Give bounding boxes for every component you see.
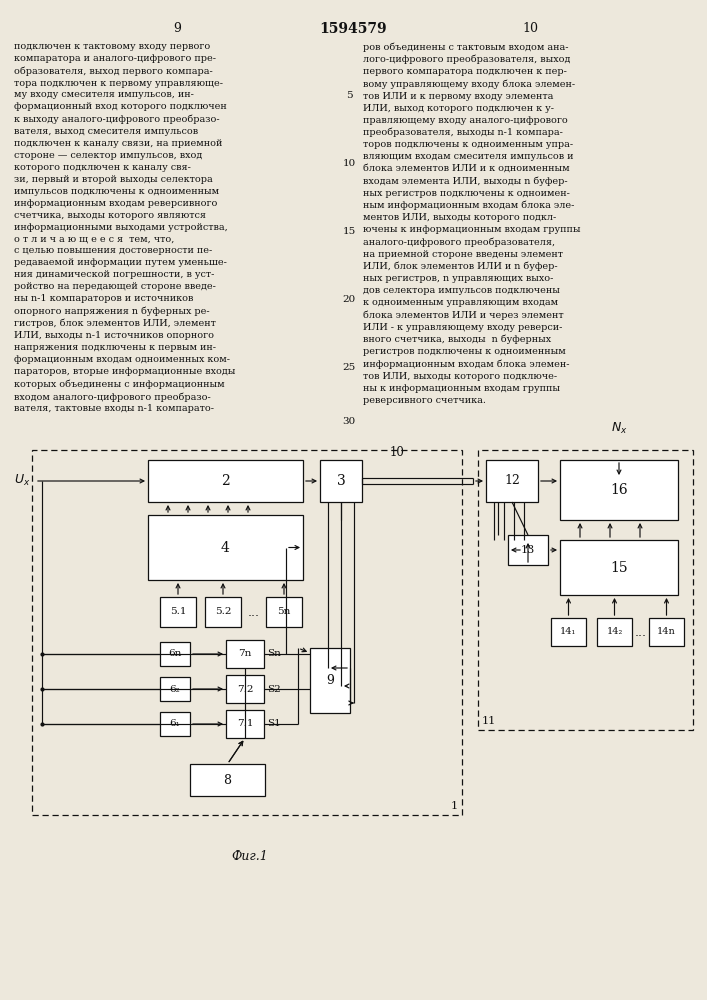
Text: 6₁: 6₁ xyxy=(170,720,180,728)
Bar xyxy=(32,450,462,815)
Text: 13: 13 xyxy=(521,545,535,555)
Text: ...: ... xyxy=(247,605,259,618)
Text: $N_x$: $N_x$ xyxy=(611,421,627,436)
Text: 14₂: 14₂ xyxy=(607,628,623,637)
Bar xyxy=(160,642,190,666)
Bar xyxy=(226,710,264,738)
Text: 9: 9 xyxy=(173,22,181,35)
Text: ...: ... xyxy=(634,626,646,639)
Text: 10: 10 xyxy=(342,158,356,167)
Text: Фиг.1: Фиг.1 xyxy=(232,850,269,863)
Text: ров объединены с тактовым входом ана-
лого-цифрового преобразователя, выход
перв: ров объединены с тактовым входом ана- ло… xyxy=(363,42,580,405)
Bar xyxy=(160,677,190,701)
Text: 10: 10 xyxy=(390,446,405,460)
Text: 1594579: 1594579 xyxy=(319,22,387,36)
Text: 5.1: 5.1 xyxy=(170,607,186,616)
Text: 2: 2 xyxy=(221,474,230,488)
Bar xyxy=(190,764,265,796)
Bar xyxy=(226,640,264,668)
Text: 7.2: 7.2 xyxy=(237,684,253,694)
Text: 10: 10 xyxy=(522,22,538,35)
Text: 5n: 5n xyxy=(277,607,291,616)
Bar xyxy=(160,712,190,736)
Text: 14₁: 14₁ xyxy=(561,628,577,637)
Text: 5.2: 5.2 xyxy=(215,607,231,616)
Bar xyxy=(226,675,264,703)
Text: $U_x$: $U_x$ xyxy=(13,472,30,488)
Text: 14n: 14n xyxy=(657,628,676,637)
Text: 12: 12 xyxy=(504,475,520,488)
Text: 16: 16 xyxy=(610,483,628,497)
Text: S1: S1 xyxy=(267,720,281,728)
Text: 4: 4 xyxy=(221,540,230,554)
Text: 25: 25 xyxy=(342,363,356,372)
Bar xyxy=(205,597,241,627)
Text: 1: 1 xyxy=(451,801,458,811)
Bar xyxy=(560,460,678,520)
Bar xyxy=(160,597,196,627)
Bar xyxy=(310,648,350,713)
Bar xyxy=(649,618,684,646)
Text: 30: 30 xyxy=(342,416,356,426)
Text: 11: 11 xyxy=(482,716,496,726)
Text: 15: 15 xyxy=(342,228,356,236)
Text: 3: 3 xyxy=(337,474,346,488)
Bar xyxy=(486,460,538,502)
Text: 15: 15 xyxy=(610,560,628,574)
Bar xyxy=(320,460,362,502)
Text: 6₂: 6₂ xyxy=(170,684,180,694)
Text: 5: 5 xyxy=(346,91,352,100)
Text: 7n: 7n xyxy=(238,650,252,658)
Bar xyxy=(266,597,302,627)
Bar xyxy=(597,618,632,646)
Text: 20: 20 xyxy=(342,296,356,304)
Bar xyxy=(551,618,586,646)
Text: 6n: 6n xyxy=(168,650,182,658)
Bar xyxy=(148,460,303,502)
Text: 9: 9 xyxy=(326,674,334,687)
Bar xyxy=(560,540,678,595)
Text: S2: S2 xyxy=(267,684,281,694)
Text: подключен к тактовому входу первого
компаратора и аналого-цифрового пре-
образов: подключен к тактовому входу первого комп… xyxy=(14,42,235,413)
Text: 7.1: 7.1 xyxy=(237,720,253,728)
Bar xyxy=(148,515,303,580)
Bar xyxy=(478,450,693,730)
Text: 8: 8 xyxy=(223,774,231,786)
Bar xyxy=(508,535,548,565)
Text: Sn: Sn xyxy=(267,650,281,658)
